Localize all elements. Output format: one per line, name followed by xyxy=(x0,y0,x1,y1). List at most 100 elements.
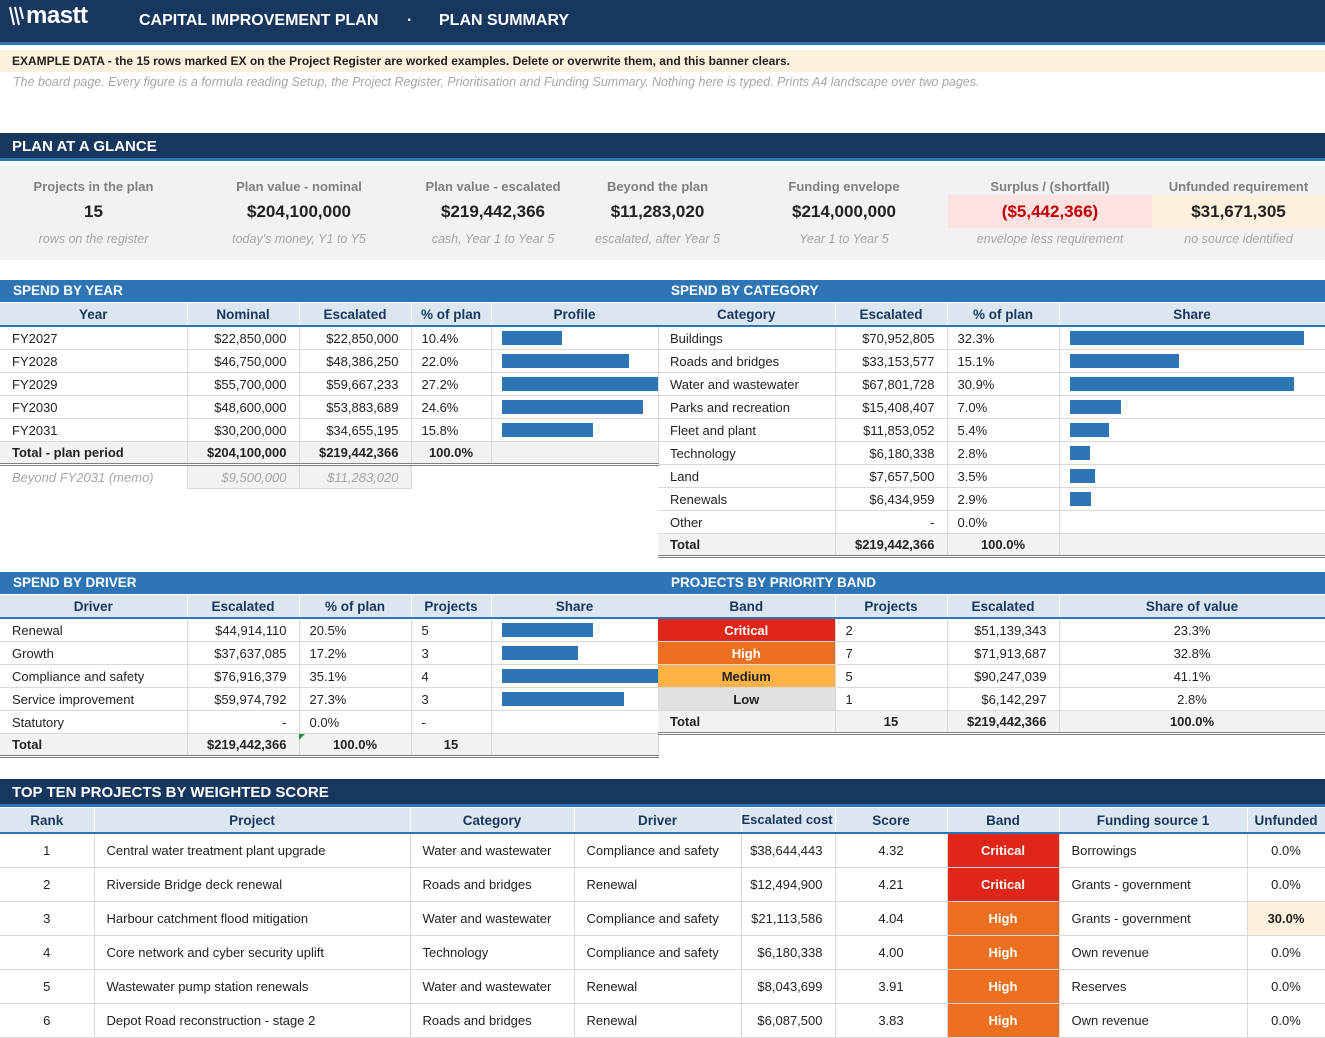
table-cell[interactable]: Water and wastewater xyxy=(410,833,575,868)
table-cell[interactable]: $59,974,792 xyxy=(187,687,300,711)
memo-row[interactable]: Beyond FY2031 (memo) $9,500,000 $11,283,02… xyxy=(0,464,658,489)
table-cell[interactable]: 3 xyxy=(0,901,95,936)
table-cell[interactable]: 20.5% xyxy=(299,618,412,642)
column-header[interactable]: Driver xyxy=(0,595,188,619)
table-cell[interactable]: FY2029 xyxy=(0,372,188,396)
column-header[interactable]: Category xyxy=(658,303,836,327)
table-cell[interactable]: $59,667,233 xyxy=(299,372,412,396)
table-cell[interactable]: $6,142,297 xyxy=(947,687,1060,711)
column-header[interactable]: % of plan xyxy=(299,595,412,619)
table-cell[interactable]: 4.04 xyxy=(835,901,948,936)
column-header[interactable]: Band xyxy=(947,808,1060,834)
kpi-value[interactable]: ($5,442,366) xyxy=(948,195,1152,228)
table-cell[interactable]: $51,139,343 xyxy=(947,618,1060,642)
table-cell[interactable]: $30,200,000 xyxy=(187,418,300,442)
table-cell[interactable]: Compliance and safety xyxy=(574,833,742,868)
band-badge[interactable]: High xyxy=(947,935,1060,970)
table-cell[interactable]: Central water treatment plant upgrade xyxy=(94,833,411,868)
column-header[interactable]: Escalated xyxy=(187,595,300,619)
table-cell[interactable]: 100.0% xyxy=(411,441,492,466)
table-row[interactable]: 1 Central water treatment plant upgrade Wa… xyxy=(0,833,1325,868)
table-cell[interactable]: $34,655,195 xyxy=(299,418,412,442)
table-cell[interactable]: Own revenue xyxy=(1059,1003,1248,1038)
table-cell[interactable]: 7 xyxy=(835,641,948,665)
share-bar-cell[interactable] xyxy=(491,372,659,396)
table-cell[interactable]: 4.32 xyxy=(835,833,948,868)
table-cell[interactable]: 4.21 xyxy=(835,867,948,902)
table-row[interactable]: Compliance and safety $76,916,379 35.1% 4 xyxy=(0,664,659,688)
table-cell[interactable]: 1 xyxy=(0,833,95,868)
table-cell[interactable]: $8,043,699 xyxy=(741,969,836,1004)
table-row[interactable]: Growth $37,637,085 17.2% 3 xyxy=(0,641,659,665)
table-cell[interactable]: Roads and bridges xyxy=(658,349,836,373)
table-row[interactable]: Critical 2 $51,139,343 23.3% xyxy=(658,618,1325,642)
table-row[interactable]: Statutory -0.0% - xyxy=(0,710,659,734)
table-cell[interactable]: 100.0% xyxy=(1059,710,1325,735)
table-cell[interactable]: Buildings xyxy=(658,326,836,350)
table-cell[interactable]: 5.4% xyxy=(947,418,1060,442)
table-cell[interactable]: - xyxy=(835,510,948,534)
table-cell[interactable]: 2.8% xyxy=(1059,687,1325,711)
cell-comment-marker-icon[interactable] xyxy=(299,734,305,740)
column-header[interactable]: Year xyxy=(0,303,188,327)
table-cell[interactable]: FY2027 xyxy=(0,326,188,350)
table-row[interactable]: 3 Harbour catchment flood mitigation Water… xyxy=(0,901,1325,936)
table-row[interactable]: High 7 $71,913,687 32.8% xyxy=(658,641,1325,665)
table-cell[interactable]: 5 xyxy=(0,969,95,1004)
share-bar-cell[interactable] xyxy=(491,710,659,734)
table-cell[interactable]: 30.9% xyxy=(947,372,1060,396)
column-header[interactable]: Escalated xyxy=(835,303,948,327)
table-row[interactable]: FY2027 $22,850,000 $22,850,000 10.4% xyxy=(0,326,659,350)
share-bar-cell[interactable] xyxy=(1059,510,1325,534)
table-cell[interactable]: $48,600,000 xyxy=(187,395,300,419)
column-header[interactable]: % of plan xyxy=(411,303,492,327)
table-cell[interactable]: 23.3% xyxy=(1059,618,1325,642)
kpi-value[interactable]: 15 xyxy=(84,202,103,221)
table-cell[interactable]: Fleet and plant xyxy=(658,418,836,442)
table-cell[interactable]: 5 xyxy=(835,664,948,688)
table-row[interactable]: Buildings $70,952,805 32.3% xyxy=(658,326,1325,350)
table-cell[interactable]: $76,916,379 xyxy=(187,664,300,688)
table-cell[interactable]: Water and wastewater xyxy=(410,901,575,936)
table-cell[interactable]: $11,283,020 xyxy=(298,464,412,489)
table-cell[interactable]: Technology xyxy=(658,441,836,465)
share-bar-cell[interactable] xyxy=(491,418,659,442)
column-header[interactable]: Share xyxy=(1059,303,1325,327)
table-cell[interactable]: $67,801,728 xyxy=(835,372,948,396)
table-cell[interactable]: $15,408,407 xyxy=(835,395,948,419)
table-cell[interactable]: Compliance and safety xyxy=(574,901,742,936)
table-cell[interactable]: $22,850,000 xyxy=(299,326,412,350)
table-cell[interactable]: Riverside Bridge deck renewal xyxy=(94,867,411,902)
table-cell[interactable]: 2 xyxy=(835,618,948,642)
column-header[interactable]: Driver xyxy=(574,808,742,834)
table-cell[interactable]: Land xyxy=(658,464,836,488)
total-row[interactable]: Total $219,442,366 100.0% xyxy=(658,533,1325,558)
table-cell[interactable]: Renewal xyxy=(574,969,742,1004)
column-header[interactable]: Escalated cost in plan xyxy=(741,808,836,834)
column-header[interactable]: Nominal xyxy=(187,303,300,327)
table-cell[interactable]: Renewal xyxy=(0,618,188,642)
table-row[interactable]: Parks and recreation $15,408,407 7.0% xyxy=(658,395,1325,419)
table-cell[interactable]: $33,153,577 xyxy=(835,349,948,373)
table-cell[interactable] xyxy=(1059,533,1325,558)
table-cell[interactable]: $44,914,110 xyxy=(187,618,300,642)
kpi-value[interactable]: $204,100,000 xyxy=(247,202,351,221)
table-row[interactable]: FY2030 $48,600,000 $53,883,689 24.6% xyxy=(0,395,659,419)
kpi-value[interactable]: $31,671,305 xyxy=(1152,195,1325,228)
column-header[interactable]: Projects xyxy=(835,595,948,619)
table-cell[interactable]: Statutory xyxy=(0,710,188,734)
table-cell[interactable]: 10.4% xyxy=(411,326,492,350)
table-cell[interactable]: Grants - government xyxy=(1059,867,1248,902)
share-bar-cell[interactable] xyxy=(491,395,659,419)
share-bar-cell[interactable] xyxy=(491,664,659,688)
table-cell[interactable]: 1 xyxy=(835,687,948,711)
table-cell[interactable]: 17.2% xyxy=(299,641,412,665)
table-cell[interactable]: $22,850,000 xyxy=(187,326,300,350)
table-cell[interactable]: Total - plan period xyxy=(0,441,188,466)
table-row[interactable]: 5 Wastewater pump station renewals Water a… xyxy=(0,969,1325,1004)
table-cell[interactable]: $6,180,338 xyxy=(741,935,836,970)
table-cell[interactable]: Harbour catchment flood mitigation xyxy=(94,901,411,936)
table-cell[interactable]: $204,100,000 xyxy=(187,441,300,466)
table-cell[interactable]: Total xyxy=(0,733,188,758)
table-cell[interactable] xyxy=(411,465,491,489)
